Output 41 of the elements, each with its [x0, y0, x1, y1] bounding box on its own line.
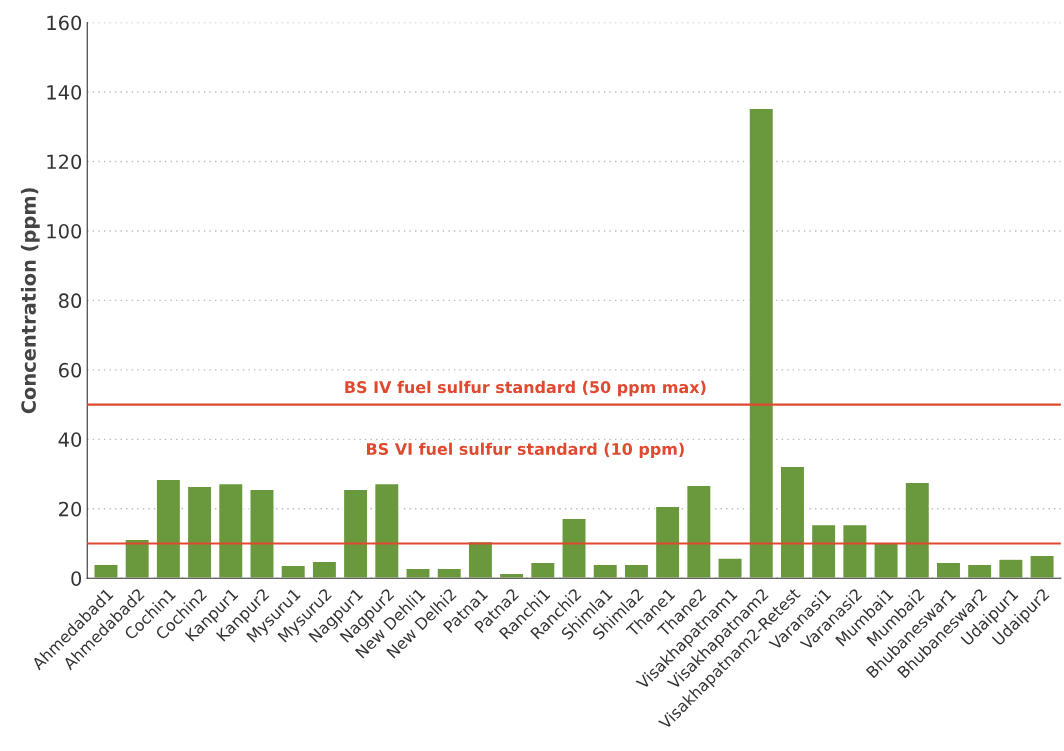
bar [904, 481, 931, 579]
y-tick-label: 160 [47, 15, 82, 31]
ref-line-label: BS VI fuel sulfur standard (10 ppm) [366, 442, 684, 459]
y-tick-label: 40 [58, 432, 82, 447]
ref-line-label: BS IV fuel sulfur standard (50 ppm max) [345, 380, 706, 397]
y-axis-title: Concentration (ppm) [20, 188, 40, 414]
bar [966, 563, 993, 579]
bar [249, 488, 275, 579]
bar [810, 523, 837, 579]
bar [685, 484, 712, 579]
bar [280, 564, 307, 579]
bar [124, 538, 151, 579]
bar [373, 482, 400, 579]
y-tick-label: 140 [47, 84, 82, 100]
bar [405, 567, 431, 579]
bar [1029, 554, 1055, 579]
y-tick-label: 60 [59, 362, 82, 378]
bar [217, 482, 244, 579]
bar [841, 523, 868, 579]
bar [654, 505, 681, 579]
bar [561, 517, 587, 579]
y-tick-label: 100 [47, 223, 82, 239]
bar [717, 557, 743, 579]
bar [592, 563, 619, 579]
bar [623, 563, 650, 579]
y-tick-label: 80 [58, 293, 82, 309]
y-tick-label: 0 [71, 571, 82, 586]
y-tick-label: 120 [47, 154, 82, 170]
bar [155, 478, 182, 579]
bar [779, 465, 806, 579]
y-tick-label: 20 [59, 501, 82, 517]
bar [998, 558, 1024, 579]
bar [93, 563, 119, 579]
bar [748, 107, 775, 579]
bar [529, 561, 556, 579]
bar [873, 542, 899, 579]
bar [436, 567, 463, 579]
bar [935, 561, 962, 579]
bar [311, 560, 338, 579]
bar [342, 488, 369, 579]
bar [186, 485, 213, 579]
